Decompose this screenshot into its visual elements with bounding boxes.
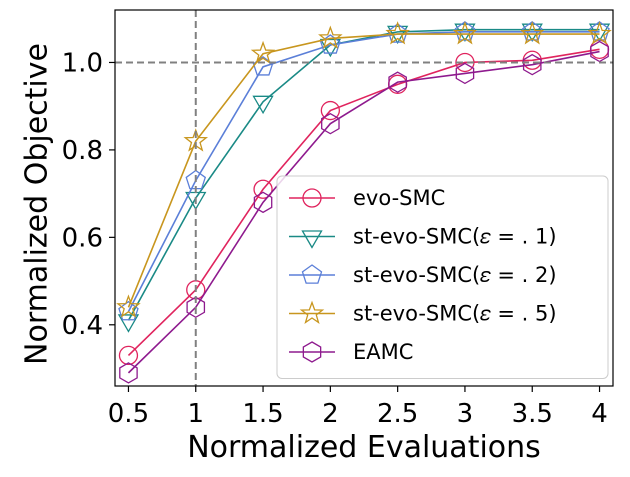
data-point xyxy=(388,71,407,93)
data-point xyxy=(252,95,274,115)
legend-entry: st-evo-SMC(𝜀 = . 1) xyxy=(289,225,557,249)
series-line xyxy=(127,33,600,308)
x-tick-label: 3 xyxy=(457,399,474,429)
y-tick-label: 0.6 xyxy=(62,223,103,253)
data-point xyxy=(253,179,273,199)
data-point xyxy=(455,62,475,85)
data-point xyxy=(119,362,138,384)
legend-label: st-evo-SMC(𝜀 = . 1) xyxy=(353,225,557,249)
x-tick-label: 2.5 xyxy=(377,399,418,429)
legend-label: st-evo-SMC(𝜀 = . 2) xyxy=(353,263,557,287)
data-point xyxy=(387,23,408,43)
x-axis: 0.5 1 1.5 2 2.5 3 3.5 4 xyxy=(108,386,608,429)
data-point xyxy=(454,21,476,41)
data-point xyxy=(522,53,542,76)
data-point xyxy=(118,300,139,321)
x-tick-label: 1.5 xyxy=(242,399,283,429)
legend-marker xyxy=(302,341,322,363)
y-tick-label: 0.8 xyxy=(62,136,103,166)
y-tick-label: 0.4 xyxy=(62,311,103,341)
legend-label: evo-SMC xyxy=(353,186,445,210)
data-point xyxy=(118,345,139,366)
legend-label: st-evo-SMC(𝜀 = . 5) xyxy=(353,302,557,326)
x-tick-label: 3.5 xyxy=(512,399,553,429)
data-point xyxy=(252,56,274,76)
legend-marker xyxy=(299,300,325,324)
data-point xyxy=(452,21,478,45)
data-point xyxy=(587,21,612,45)
plot-frame xyxy=(114,9,614,387)
data-point xyxy=(320,100,341,121)
legend-box xyxy=(276,175,609,379)
y-axis-title: Normalized Objective xyxy=(20,43,55,365)
data-point xyxy=(589,21,610,41)
legend-entry: st-evo-SMC(𝜀 = . 2) xyxy=(289,263,557,287)
legend-label: EAMC xyxy=(353,340,413,364)
x-tick-label: 4 xyxy=(591,399,608,429)
series-layer xyxy=(116,21,612,384)
reference-lines xyxy=(115,10,613,386)
series-line xyxy=(127,48,600,356)
series-line xyxy=(127,50,600,374)
data-point xyxy=(521,21,543,41)
y-axis: 0.4 0.6 0.8 1.0 xyxy=(62,48,115,341)
legend-entry: EAMC xyxy=(289,340,413,364)
x-tick-label: 1 xyxy=(187,399,204,429)
data-point xyxy=(186,296,206,319)
data-point xyxy=(321,112,340,135)
legend-marker xyxy=(301,264,323,284)
y-tick-label: 1.0 xyxy=(62,48,103,78)
data-point xyxy=(318,25,343,49)
data-point xyxy=(116,294,141,318)
legend-marker xyxy=(302,188,322,208)
x-tick-label: 2 xyxy=(322,399,339,429)
data-point xyxy=(250,40,276,65)
series-4 xyxy=(119,40,609,384)
x-axis-title: Normalized Evaluations xyxy=(187,430,541,465)
data-point xyxy=(519,21,545,45)
legend: evo-SMC st-evo-SMC(𝜀 = . 1) st-evo-SMC(𝜀 =… xyxy=(276,175,609,379)
x-tick-label: 0.5 xyxy=(108,399,149,429)
data-point xyxy=(253,191,273,214)
data-point xyxy=(117,314,140,333)
data-point xyxy=(385,21,410,45)
series-line xyxy=(127,31,600,313)
legend-entry: st-evo-SMC(𝜀 = . 5) xyxy=(289,300,557,326)
legend-marker xyxy=(301,230,323,249)
series-line xyxy=(127,28,600,321)
data-point xyxy=(319,38,342,58)
legend-entry: evo-SMC xyxy=(289,186,445,210)
